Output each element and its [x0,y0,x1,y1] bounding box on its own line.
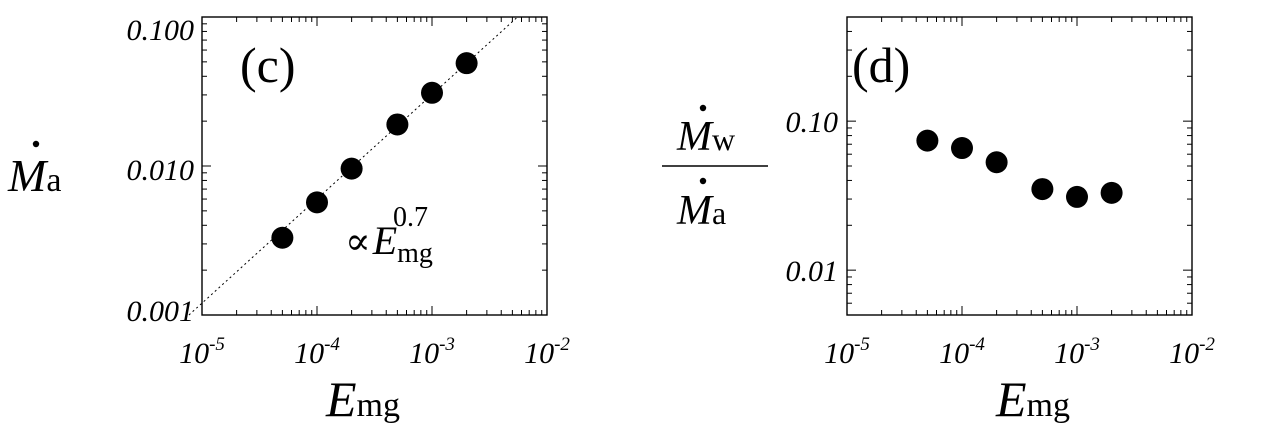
data-point-d [1066,185,1088,208]
panel-label-d: (d) [852,37,910,93]
x-axis-label-d: Emg [995,371,1070,427]
panel-d: (d) 0.10 0.01 10-5 10-4 10-3 10-2 Emg Mw… [662,16,1215,427]
data-point-c [271,226,294,249]
x-tick-label-c-0: 10-5 [179,334,225,370]
y-tick-label-d-1: 0.01 [786,255,839,288]
x-tick-label-c-1: 10-4 [294,334,340,370]
data-point-c [306,191,328,214]
x-tick-label-d-1: 10-4 [939,334,985,370]
x-tick-label-c-3: 10-2 [524,334,570,370]
data-point-c [421,81,443,104]
y-axis-label-denominator-d: Ma [676,188,726,234]
data-point-c [386,113,409,136]
tick-marks-d [846,16,1193,316]
data-points-c [271,52,478,249]
x-axis-label-c: Emg [325,371,400,427]
overdot-numerator-d [699,104,707,112]
data-point-c [340,157,363,180]
y-axis-label-c: Ma [7,150,61,201]
data-points-d [916,129,1123,208]
x-tick-label-d-2: 10-3 [1054,334,1100,370]
panel-c: (c) 0.100 0.010 0.001 10-5 10-4 10-3 10-… [7,14,570,427]
overdot-denominator-d [699,177,707,185]
panel-label-c: (c) [240,37,296,93]
data-point-d [951,137,973,160]
overdot-c [32,140,40,148]
y-axis-label-numerator-d: Mw [676,114,735,160]
data-point-d [1100,181,1123,204]
data-point-d [985,151,1008,174]
y-tick-label-c-0: 0.100 [127,14,195,47]
data-point-c [455,52,478,75]
data-point-d [916,129,939,152]
fit-annotation-c: ∝Emg0.7 [345,202,433,269]
x-tick-label-d-0: 10-5 [824,334,870,370]
tick-marks-c [201,16,548,316]
y-tick-label-c-2: 0.001 [127,295,195,328]
y-tick-label-c-1: 0.010 [127,154,195,187]
x-tick-label-d-3: 10-2 [1169,334,1215,370]
x-tick-label-c-2: 10-3 [409,334,455,370]
y-tick-label-d-0: 0.10 [786,106,839,139]
data-point-d [1031,178,1054,201]
